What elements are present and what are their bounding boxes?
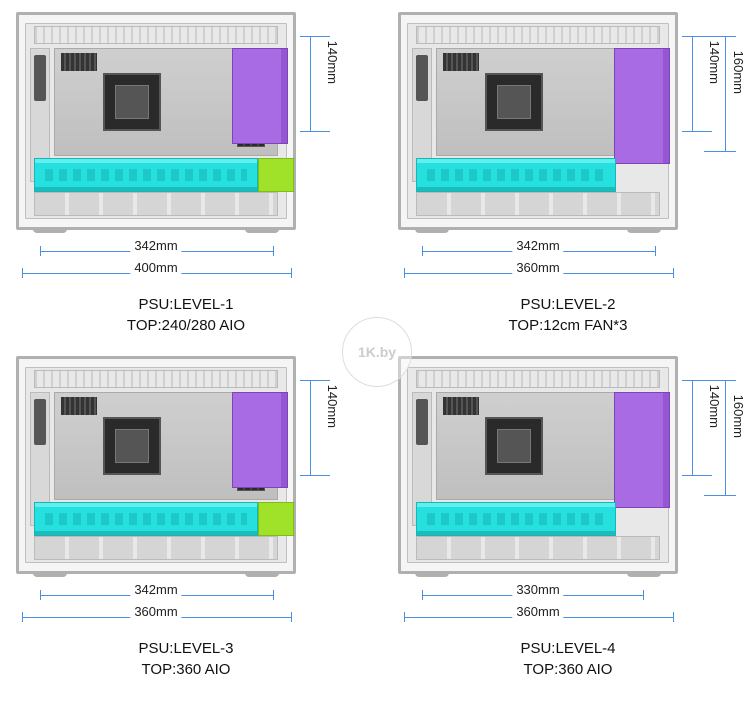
pc-case xyxy=(16,12,296,230)
width-label: 330mm xyxy=(512,582,563,597)
gpu-block xyxy=(34,158,258,192)
panel-p1: 140mm 342mm 400mm PSU:LEVEL-1 TOP:240/280 AI… xyxy=(10,12,362,336)
width-callout: 342mm xyxy=(16,584,296,604)
height-callout: 160mm xyxy=(704,36,736,152)
panel-caption: PSU:LEVEL-1 TOP:240/280 AIO xyxy=(127,294,245,336)
height-callout: 160mm xyxy=(704,380,736,496)
height-callout: 140mm xyxy=(300,36,330,132)
width-callouts: 330mm 360mm xyxy=(398,584,678,628)
gpu-block xyxy=(416,158,616,192)
case-foot xyxy=(627,227,661,233)
caption-top-config: TOP:360 AIO xyxy=(138,659,233,680)
bottom-fan-strip xyxy=(34,192,278,216)
gpu-block xyxy=(416,502,616,536)
width-callout: 330mm xyxy=(398,584,678,604)
width-label: 342mm xyxy=(512,238,563,253)
case-foot xyxy=(33,571,67,577)
height-label: 140mm xyxy=(325,41,340,84)
cpu-socket xyxy=(485,73,543,131)
width-callout: 360mm xyxy=(398,606,678,626)
panel-p3: 140mm 342mm 360mm PSU:LEVEL-3 TOP:360 AIO xyxy=(10,356,362,680)
width-callouts: 342mm 360mm xyxy=(398,240,678,284)
height-label: 160mm xyxy=(731,51,746,94)
psu-block xyxy=(232,48,288,144)
caption-top-config: TOP:240/280 AIO xyxy=(127,315,245,336)
vrm xyxy=(61,397,97,415)
gpu-block xyxy=(34,502,258,536)
diagram: 140mm 342mm 400mm xyxy=(16,12,356,284)
caption-psu-level: PSU:LEVEL-4 xyxy=(520,640,615,657)
top-fan-strip xyxy=(416,26,660,44)
diagram-grid: 140mm 342mm 400mm PSU:LEVEL-1 TOP:240/280 AI… xyxy=(10,12,744,680)
panel-p4: 140mm160mm 330mm 360mm PSU:LEVEL-4 TOP:360 A… xyxy=(392,356,744,680)
cpu-socket xyxy=(103,417,161,475)
psu-block xyxy=(232,392,288,488)
panel-caption: PSU:LEVEL-2 TOP:12cm FAN*3 xyxy=(509,294,628,336)
height-callouts: 140mm160mm xyxy=(678,356,738,574)
panel-caption: PSU:LEVEL-3 TOP:360 AIO xyxy=(138,638,233,680)
vrm xyxy=(443,53,479,71)
caption-psu-level: PSU:LEVEL-1 xyxy=(138,296,233,313)
case-foot xyxy=(627,571,661,577)
case-inner xyxy=(25,367,287,563)
case-inner xyxy=(407,367,669,563)
width-label: 400mm xyxy=(130,260,181,275)
height-callouts: 140mm xyxy=(296,356,356,574)
height-callout: 140mm xyxy=(300,380,330,476)
psu-block xyxy=(614,48,670,164)
width-callout: 360mm xyxy=(16,606,296,626)
panel-caption: PSU:LEVEL-4 TOP:360 AIO xyxy=(520,638,615,680)
width-callouts: 342mm 360mm xyxy=(16,584,296,628)
width-label: 342mm xyxy=(130,238,181,253)
bottom-fan-strip xyxy=(416,192,660,216)
panel-p2: 140mm160mm 342mm 360mm PSU:LEVEL-2 TOP:12cm … xyxy=(392,12,744,336)
bottom-fan-strip xyxy=(416,536,660,560)
case-foot xyxy=(415,227,449,233)
vrm xyxy=(61,53,97,71)
case-inner xyxy=(25,23,287,219)
caption-psu-level: PSU:LEVEL-2 xyxy=(520,296,615,313)
width-callout: 342mm xyxy=(398,240,678,260)
case-inner xyxy=(407,23,669,219)
cpu-socket xyxy=(103,73,161,131)
case-foot xyxy=(415,571,449,577)
width-label: 342mm xyxy=(130,582,181,597)
bottom-fan-strip xyxy=(34,536,278,560)
top-fan-strip xyxy=(34,370,278,388)
gpu-extension xyxy=(258,502,294,536)
cpu-socket xyxy=(485,417,543,475)
case-foot xyxy=(245,571,279,577)
caption-top-config: TOP:12cm FAN*3 xyxy=(509,315,628,336)
pc-case xyxy=(398,12,678,230)
width-label: 360mm xyxy=(130,604,181,619)
diagram: 140mm160mm 342mm 360mm xyxy=(398,12,738,284)
gpu-extension xyxy=(258,158,294,192)
top-fan-strip xyxy=(416,370,660,388)
height-callouts: 140mm160mm xyxy=(678,12,738,230)
width-label: 360mm xyxy=(512,260,563,275)
height-label: 160mm xyxy=(731,395,746,438)
width-label: 360mm xyxy=(512,604,563,619)
height-label: 140mm xyxy=(325,385,340,428)
psu-block xyxy=(614,392,670,508)
caption-top-config: TOP:360 AIO xyxy=(520,659,615,680)
pc-case xyxy=(398,356,678,574)
height-callouts: 140mm xyxy=(296,12,356,230)
width-callout: 360mm xyxy=(398,262,678,282)
case-foot xyxy=(33,227,67,233)
width-callout: 342mm xyxy=(16,240,296,260)
case-foot xyxy=(245,227,279,233)
vrm xyxy=(443,397,479,415)
diagram: 140mm 342mm 360mm xyxy=(16,356,356,628)
diagram: 140mm160mm 330mm 360mm xyxy=(398,356,738,628)
caption-psu-level: PSU:LEVEL-3 xyxy=(138,640,233,657)
width-callouts: 342mm 400mm xyxy=(16,240,296,284)
top-fan-strip xyxy=(34,26,278,44)
width-callout: 400mm xyxy=(16,262,296,282)
pc-case xyxy=(16,356,296,574)
